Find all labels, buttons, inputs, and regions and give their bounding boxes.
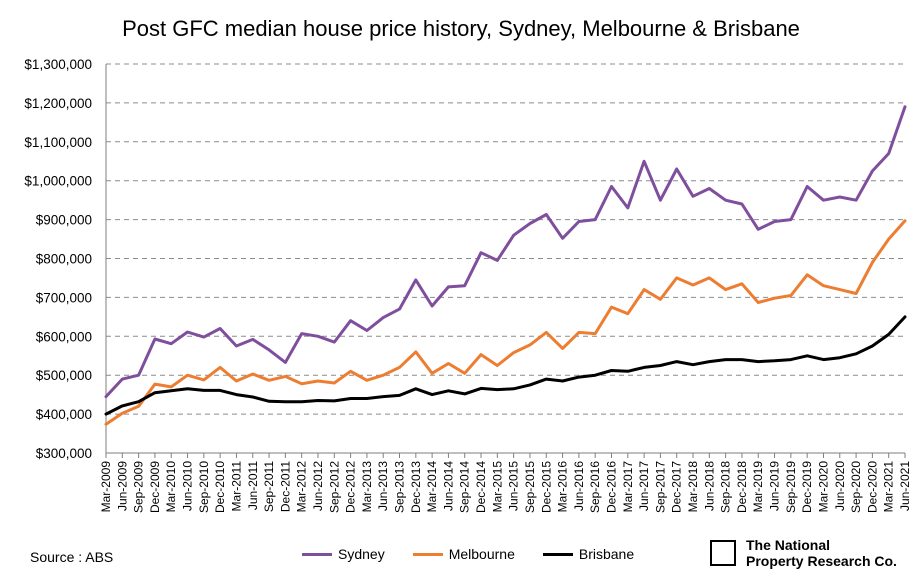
x-tick-label: Mar-2016 — [556, 461, 570, 513]
chart-title: Post GFC median house price history, Syd… — [122, 16, 800, 41]
y-tick-label: $400,000 — [36, 407, 92, 422]
y-tick-labels: $300,000 $400,000 $500,000 $600,000 $700,000… — [24, 57, 92, 461]
x-tick-label: Sep-2011 — [262, 461, 276, 512]
y-tick-label: $1,100,000 — [24, 135, 92, 150]
x-tick-label: Jun-2009 — [115, 461, 129, 511]
x-tick-label: Sep-2010 — [197, 461, 211, 513]
y-tick-label: $300,000 — [36, 446, 92, 461]
x-tick-label: Sep-2013 — [393, 461, 407, 513]
legend-item-sydney: Sydney — [302, 546, 385, 562]
y-tick-label: $1,200,000 — [24, 96, 92, 111]
x-tick-label: Dec-2011 — [278, 461, 292, 512]
y-tick-label: $800,000 — [36, 252, 92, 267]
x-tick-label: Mar-2010 — [164, 461, 178, 513]
x-tick-label: Dec-2020 — [865, 461, 879, 513]
x-tick-label: Jun-2016 — [572, 461, 586, 511]
x-tick-label: Jun-2020 — [833, 461, 847, 511]
x-tick-label: Dec-2012 — [344, 461, 358, 513]
x-tick-label: Mar-2019 — [751, 461, 765, 513]
x-tick-labels: Mar-2009 Jun-2009 Sep-2009 Dec-2009 Mar-2010… — [99, 453, 912, 513]
logo-line-2: Property Research Co. — [746, 553, 897, 569]
series-line-brisbane — [104, 315, 907, 416]
x-tick-label: Sep-2016 — [588, 461, 602, 513]
x-tick-label: Sep-2020 — [849, 461, 863, 513]
y-tick-label: $500,000 — [36, 368, 92, 383]
series-line-melbourne — [104, 219, 907, 426]
x-tick-label: Dec-2017 — [670, 461, 684, 513]
x-tick-label: Mar-2014 — [425, 461, 439, 513]
x-tick-label: Jun-2013 — [376, 461, 390, 511]
legend-item-melbourne: Melbourne — [412, 546, 515, 562]
grid — [105, 63, 905, 454]
x-tick-label: Sep-2018 — [719, 461, 733, 513]
legend-label-sydney: Sydney — [338, 546, 385, 562]
x-tick-label: Mar-2011 — [229, 461, 243, 512]
legend-label-brisbane: Brisbane — [578, 546, 635, 562]
x-tick-label: Mar-2012 — [295, 461, 309, 513]
x-tick-label: Dec-2010 — [213, 461, 227, 513]
logo-line-1: The National — [746, 537, 831, 553]
x-tick-label: Dec-2014 — [474, 461, 488, 513]
legend-item-brisbane: Brisbane — [542, 546, 635, 562]
x-tick-label: Dec-2009 — [148, 461, 162, 513]
x-tick-label: Jun-2011 — [246, 461, 260, 510]
series-lines — [104, 105, 907, 426]
legend-swatch-brisbane — [542, 552, 573, 556]
x-tick-label: Jun-2018 — [702, 461, 716, 511]
x-tick-label: Jun-2012 — [311, 461, 325, 511]
source-note: Source : ABS — [30, 549, 114, 565]
x-tick-label: Sep-2009 — [132, 461, 146, 513]
y-tick-label: $600,000 — [36, 329, 92, 344]
x-tick-label: Mar-2021 — [882, 461, 896, 513]
x-tick-label: Jun-2021 — [898, 461, 912, 511]
x-tick-label: Jun-2019 — [768, 461, 782, 511]
x-tick-label: Mar-2015 — [490, 461, 504, 513]
x-tick-label: Sep-2015 — [523, 461, 537, 513]
legend: Sydney Melbourne Brisbane — [302, 546, 662, 562]
x-tick-label: Mar-2009 — [99, 461, 113, 513]
x-tick-label: Dec-2015 — [539, 461, 553, 513]
legend-swatch-sydney — [302, 552, 332, 556]
x-tick-label: Dec-2016 — [604, 461, 618, 513]
x-tick-label: Dec-2019 — [800, 461, 814, 513]
x-tick-label: Sep-2014 — [458, 461, 472, 513]
x-tick-label: Mar-2018 — [686, 461, 700, 513]
legend-label-melbourne: Melbourne — [448, 546, 515, 562]
x-tick-label: Sep-2012 — [327, 461, 341, 513]
x-tick-label: Mar-2013 — [360, 461, 374, 513]
x-tick-label: Dec-2018 — [735, 461, 749, 513]
logo-square-icon — [710, 540, 736, 566]
y-tick-label: $1,000,000 — [24, 174, 92, 189]
legend-swatch-melbourne — [412, 552, 443, 556]
x-tick-label: Mar-2020 — [816, 461, 830, 513]
series-line-sydney — [104, 105, 907, 399]
x-tick-label: Sep-2019 — [784, 461, 798, 513]
y-tick-label: $900,000 — [36, 213, 92, 228]
y-tick-label: $1,300,000 — [24, 57, 92, 72]
logo: The National Property Research Co. — [710, 537, 897, 569]
x-tick-label: Jun-2017 — [637, 461, 651, 511]
x-tick-label: Jun-2014 — [441, 461, 455, 511]
x-tick-label: Mar-2017 — [621, 461, 635, 513]
x-tick-label: Dec-2013 — [409, 461, 423, 513]
x-tick-label: Jun-2010 — [181, 461, 195, 511]
y-tick-label: $700,000 — [36, 290, 92, 305]
x-tick-label: Jun-2015 — [507, 461, 521, 511]
x-tick-label: Sep-2017 — [653, 461, 667, 513]
logo-text: The National Property Research Co. — [746, 537, 897, 569]
